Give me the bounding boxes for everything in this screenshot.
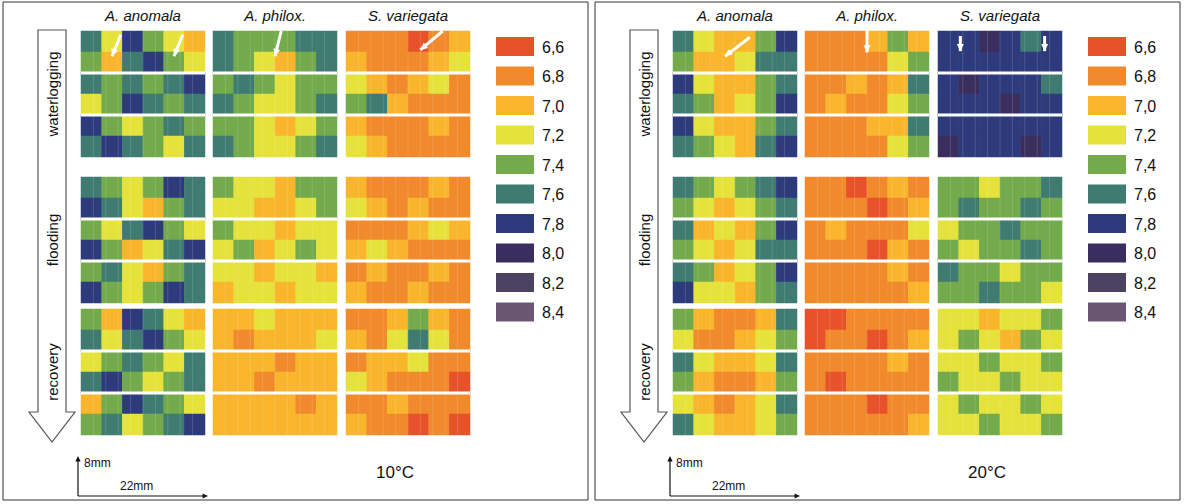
svg-text:7,6: 7,6 bbox=[542, 186, 564, 203]
svg-text:7,4: 7,4 bbox=[542, 157, 564, 174]
svg-text:6,8: 6,8 bbox=[1134, 68, 1156, 85]
svg-text:7,8: 7,8 bbox=[1134, 216, 1156, 233]
svg-text:6,6: 6,6 bbox=[542, 39, 564, 56]
svg-text:8mm: 8mm bbox=[676, 456, 703, 470]
svg-text:8,0: 8,0 bbox=[542, 245, 564, 262]
svg-text:8mm: 8mm bbox=[84, 456, 111, 470]
svg-text:8,0: 8,0 bbox=[1134, 245, 1156, 262]
svg-text:8,2: 8,2 bbox=[1134, 275, 1156, 292]
svg-text:7,2: 7,2 bbox=[1134, 127, 1156, 144]
svg-text:flooding: flooding bbox=[636, 214, 653, 267]
svg-text:waterlogging: waterlogging bbox=[44, 51, 61, 137]
svg-text:7,0: 7,0 bbox=[1134, 98, 1156, 115]
svg-text:S. variegata: S. variegata bbox=[368, 7, 448, 24]
svg-text:recovery: recovery bbox=[636, 343, 653, 401]
svg-text:recovery: recovery bbox=[44, 343, 61, 401]
svg-text:8,2: 8,2 bbox=[542, 275, 564, 292]
svg-text:7,6: 7,6 bbox=[1134, 186, 1156, 203]
svg-text:6,8: 6,8 bbox=[542, 68, 564, 85]
svg-text:8,4: 8,4 bbox=[542, 304, 564, 321]
svg-text:7,8: 7,8 bbox=[542, 216, 564, 233]
svg-text:22mm: 22mm bbox=[712, 479, 745, 493]
svg-text:6,6: 6,6 bbox=[1134, 39, 1156, 56]
svg-text:7,0: 7,0 bbox=[542, 98, 564, 115]
svg-text:20°C: 20°C bbox=[968, 463, 1006, 482]
svg-text:A. philox.: A. philox. bbox=[835, 7, 898, 24]
svg-text:A. anomala: A. anomala bbox=[104, 7, 181, 24]
svg-text:10°C: 10°C bbox=[376, 463, 414, 482]
svg-text:flooding: flooding bbox=[44, 214, 61, 267]
svg-text:22mm: 22mm bbox=[120, 479, 153, 493]
svg-text:waterlogging: waterlogging bbox=[636, 51, 653, 137]
svg-text:A. anomala: A. anomala bbox=[696, 7, 773, 24]
svg-text:7,4: 7,4 bbox=[1134, 157, 1156, 174]
svg-text:7,2: 7,2 bbox=[542, 127, 564, 144]
svg-text:S. variegata: S. variegata bbox=[960, 7, 1040, 24]
svg-text:8,4: 8,4 bbox=[1134, 304, 1156, 321]
svg-text:A. philox.: A. philox. bbox=[243, 7, 306, 24]
